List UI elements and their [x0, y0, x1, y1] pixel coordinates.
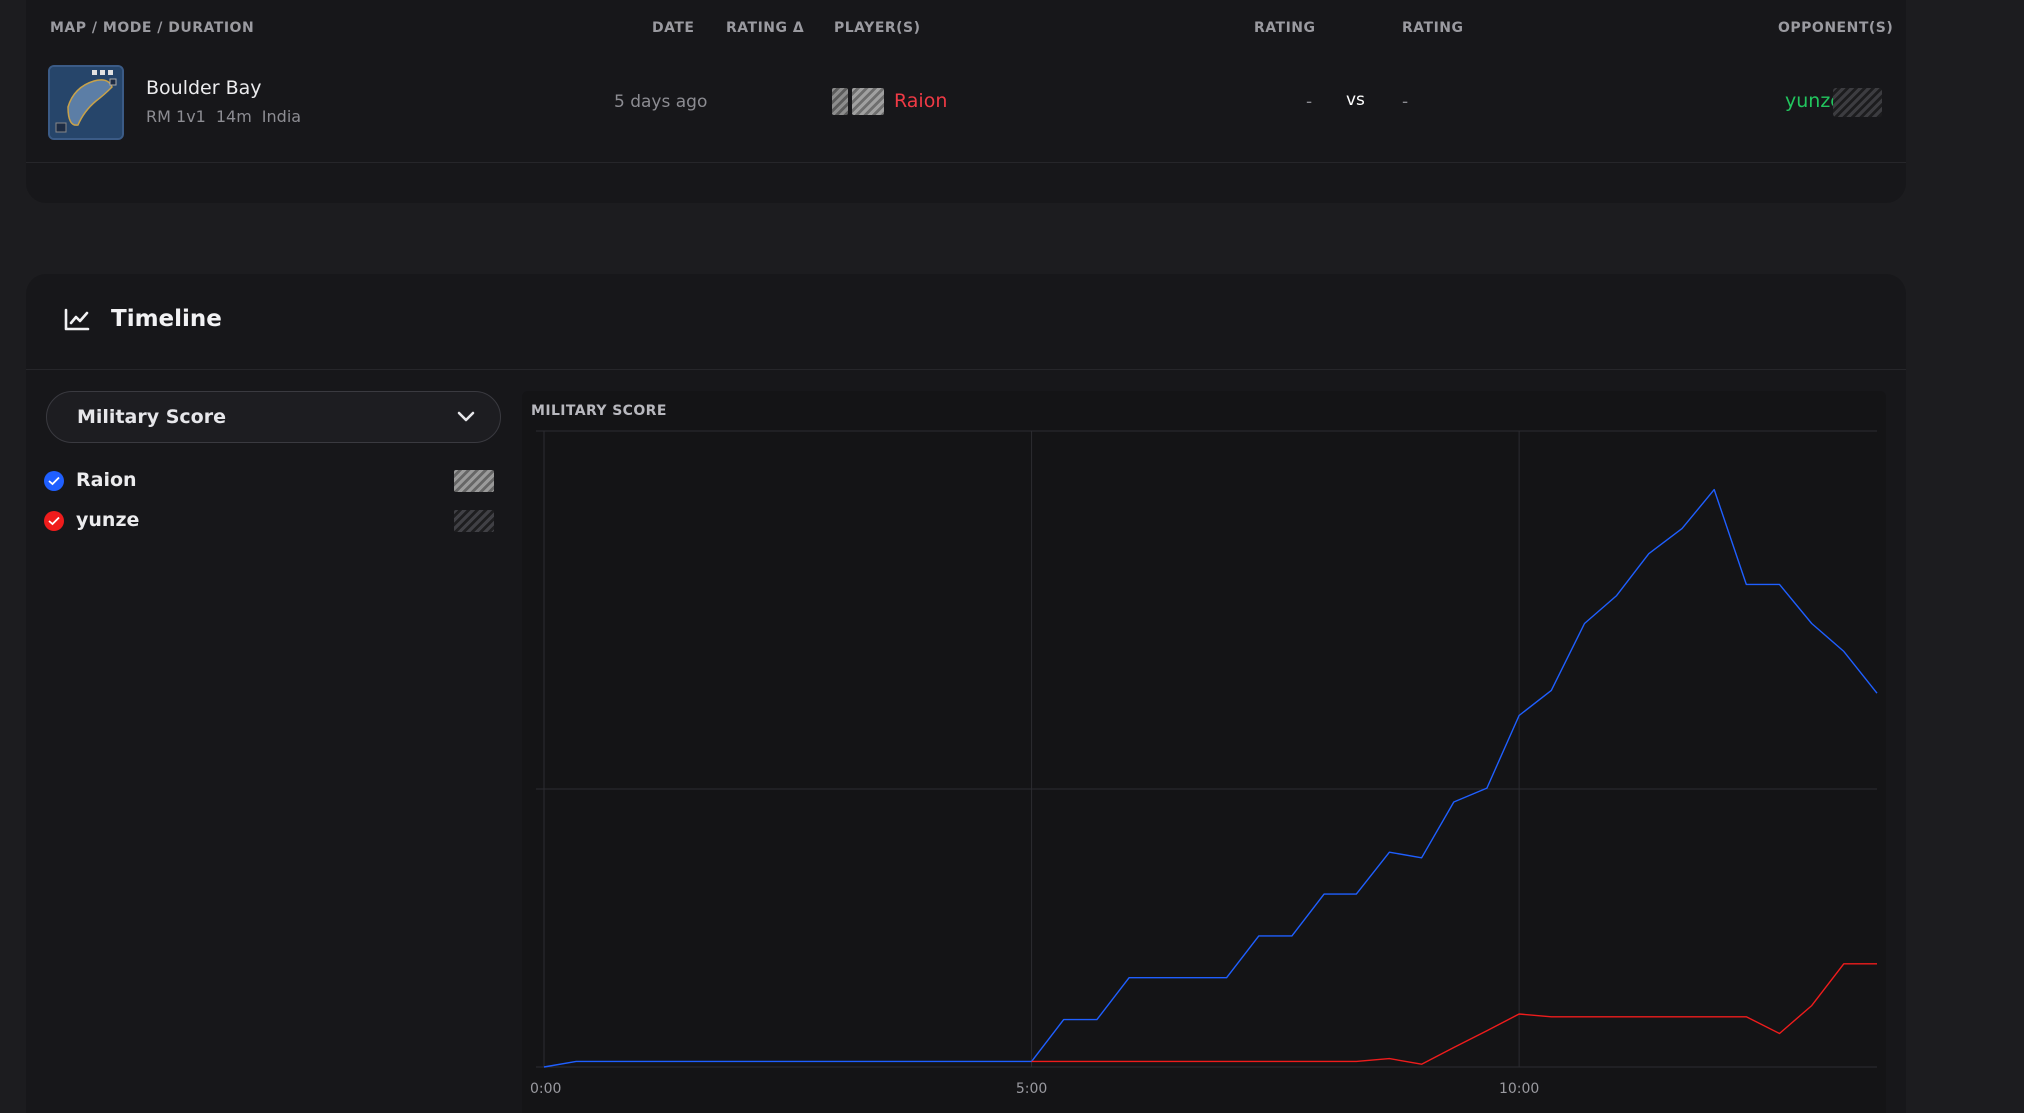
legend-label: yunze — [76, 509, 140, 531]
map-name[interactable]: Boulder Bay — [146, 77, 262, 99]
header-rating-right: RATING — [1402, 20, 1464, 36]
line-chart-icon — [64, 308, 90, 331]
player-name[interactable]: Raion — [894, 90, 948, 112]
timeline-title: Timeline — [111, 306, 222, 332]
legend-label: Raion — [76, 469, 137, 491]
vs-label: vs — [1346, 90, 1365, 110]
opponent-civ-flag — [1833, 88, 1882, 117]
timeline-header: Timeline — [26, 274, 1906, 370]
series-line-yunze — [1031, 963, 1877, 1065]
series-line-raion — [543, 488, 1878, 1068]
header-rating-delta: RATING Δ — [726, 20, 805, 36]
checkbox-checked-icon[interactable] — [44, 471, 64, 491]
match-duration: 14m — [215, 107, 252, 126]
match-mode: RM 1v1 — [146, 107, 206, 126]
legend-item-raion[interactable]: Raion — [44, 466, 502, 496]
header-map-mode-duration: MAP / MODE / DURATION — [50, 20, 255, 36]
metric-select[interactable]: Military Score — [46, 391, 501, 443]
match-card: MAP / MODE / DURATION DATE RATING Δ PLAY… — [26, 0, 1906, 203]
timeline-card: Timeline Military Score Raion yunze MILI… — [26, 274, 1906, 1113]
player-civ-flag — [852, 88, 884, 115]
match-date: 5 days ago — [614, 92, 708, 112]
checkbox-checked-icon[interactable] — [44, 511, 64, 531]
player-rating: - — [1306, 92, 1313, 112]
legend-item-yunze[interactable]: yunze — [44, 506, 502, 536]
map-thumbnail — [48, 65, 124, 140]
header-players: PLAYER(S) — [834, 20, 921, 36]
opponent-rating: - — [1402, 92, 1409, 112]
opponent-name[interactable]: yunze — [1785, 90, 1842, 112]
header-opponents: OPPONENT(S) — [1778, 20, 1894, 36]
civ-flag-icon — [454, 510, 494, 532]
x-tick-label: 10:00 — [1499, 1081, 1539, 1097]
header-date: DATE — [652, 20, 695, 36]
match-server: India — [261, 107, 302, 126]
match-row[interactable]: Boulder Bay RM 1v1 14m India 5 days ago Ra… — [26, 52, 1906, 163]
player-civ-flag-small — [832, 88, 848, 115]
match-meta: RM 1v1 14m India — [146, 107, 311, 126]
civ-flag-icon — [454, 470, 494, 492]
military-score-chart: MILITARY SCORE 0:00 5:00 10:00 — [522, 391, 1886, 1113]
x-tick-label: 5:00 — [1016, 1081, 1047, 1097]
x-tick-label: 0:00 — [530, 1081, 561, 1097]
metric-select-value: Military Score — [77, 406, 226, 428]
chart-plot: 0:00 5:00 10:00 — [530, 430, 1878, 1097]
header-rating-left: RATING — [1254, 20, 1316, 36]
chart-title: MILITARY SCORE — [531, 403, 667, 419]
chevron-down-icon — [457, 411, 475, 422]
